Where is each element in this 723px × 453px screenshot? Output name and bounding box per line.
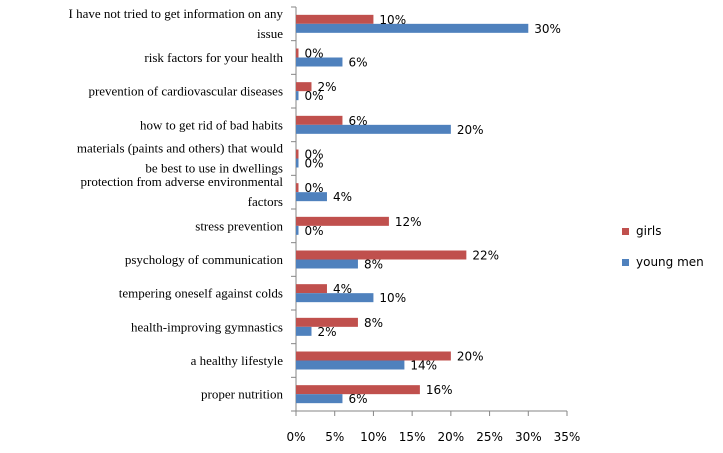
legend-swatch-girls	[622, 228, 629, 235]
category-label: protection from adverse environmental fac…	[80, 174, 283, 209]
data-label-young-men: 0%	[305, 224, 324, 238]
data-label-girls: 0%	[305, 47, 324, 61]
bar-girls	[296, 14, 374, 24]
category-label: tempering oneself against colds	[119, 286, 283, 301]
category-label: materials (paints and others) that would…	[77, 141, 284, 176]
bar-young-men	[296, 158, 299, 168]
data-label-young-men: 2%	[317, 325, 336, 339]
category-label-line: materials (paints and others) that would	[77, 141, 284, 156]
bar-girls	[296, 317, 358, 327]
category-label: a healthy lifestyle	[191, 353, 284, 368]
data-label-girls: 2%	[317, 80, 336, 94]
bar-girls	[296, 82, 312, 92]
bar-young-men	[296, 192, 327, 202]
category-label: risk factors for your health	[144, 50, 283, 65]
data-label-girls: 16%	[426, 383, 453, 397]
category-label: I have not tried to get information on a…	[69, 6, 284, 41]
data-label-young-men: 6%	[348, 392, 367, 406]
legend-swatch-young-men	[622, 259, 629, 266]
bar-young-men	[296, 360, 405, 370]
bar-girls	[296, 183, 299, 193]
bar-girls	[296, 216, 389, 226]
data-label-young-men: 0%	[305, 89, 324, 103]
chart-data-labels: 10%30%0%6%2%0%6%20%0%0%0%4%12%0%22%8%4%1…	[305, 13, 561, 406]
data-label-girls: 6%	[348, 114, 367, 128]
category-label-line: issue	[257, 26, 283, 41]
data-label-girls: 4%	[333, 282, 352, 296]
bar-girls	[296, 48, 299, 58]
data-label-young-men: 20%	[457, 123, 484, 137]
bar-girls	[296, 250, 467, 260]
data-label-girls: 10%	[379, 13, 406, 27]
chart-x-axis: 0% 5% 10% 15% 20% 25% 30% 35%	[286, 411, 580, 444]
chart-legend: girls young men	[622, 224, 704, 269]
x-tick-label: 30%	[515, 430, 542, 444]
bar-young-men	[296, 124, 451, 134]
data-label-young-men: 30%	[534, 22, 561, 36]
bar-young-men	[296, 259, 358, 269]
x-tick-label: 10%	[360, 430, 387, 444]
data-label-girls: 12%	[395, 215, 422, 229]
bar-young-men	[296, 394, 343, 404]
data-label-girls: 22%	[472, 249, 499, 263]
bar-girls	[296, 284, 327, 294]
category-label-line: protection from adverse environmental	[80, 174, 283, 189]
bar-girls	[296, 385, 420, 395]
data-label-girls: 0%	[305, 181, 324, 195]
chart-category-labels: I have not tried to get information on a…	[69, 6, 284, 402]
category-label: psychology of communication	[125, 252, 284, 267]
legend-label-girls: girls	[636, 224, 661, 238]
category-label: health-improving gymnastics	[131, 319, 283, 334]
x-tick-label: 20%	[438, 430, 465, 444]
bar-young-men	[296, 23, 529, 33]
x-tick-label: 5%	[325, 430, 344, 444]
data-label-young-men: 14%	[410, 359, 437, 373]
category-label: proper nutrition	[201, 387, 283, 402]
category-label-line: I have not tried to get information on a…	[69, 6, 284, 21]
data-label-young-men: 4%	[333, 190, 352, 204]
data-label-girls: 0%	[305, 148, 324, 162]
bar-girls	[296, 149, 299, 159]
bar-young-men	[296, 225, 299, 235]
x-tick-label: 35%	[554, 430, 581, 444]
category-label: stress prevention	[195, 218, 283, 233]
category-label-line: factors	[248, 194, 283, 209]
category-label-line: be best to use in dwellings	[145, 161, 283, 176]
x-tick-label: 15%	[399, 430, 426, 444]
bar-girls	[296, 351, 451, 361]
data-label-young-men: 10%	[379, 291, 406, 305]
category-label: how to get rid of bad habits	[140, 117, 283, 132]
chart-grid	[291, 6, 568, 412]
bar-young-men	[296, 91, 299, 101]
x-tick-label: 25%	[476, 430, 503, 444]
bar-girls	[296, 115, 343, 125]
data-label-young-men: 0%	[305, 157, 324, 171]
category-label: prevention of cardiovascular diseases	[88, 84, 283, 99]
legend-label-young-men: young men	[636, 255, 704, 269]
data-label-young-men: 8%	[364, 258, 383, 272]
data-label-young-men: 6%	[348, 56, 367, 70]
data-label-girls: 8%	[364, 316, 383, 330]
x-tick-label: 0%	[286, 430, 305, 444]
bar-young-men	[296, 293, 374, 303]
bar-young-men	[296, 326, 312, 336]
data-label-girls: 20%	[457, 350, 484, 364]
bar-young-men	[296, 57, 343, 67]
chart-bars	[296, 14, 529, 404]
